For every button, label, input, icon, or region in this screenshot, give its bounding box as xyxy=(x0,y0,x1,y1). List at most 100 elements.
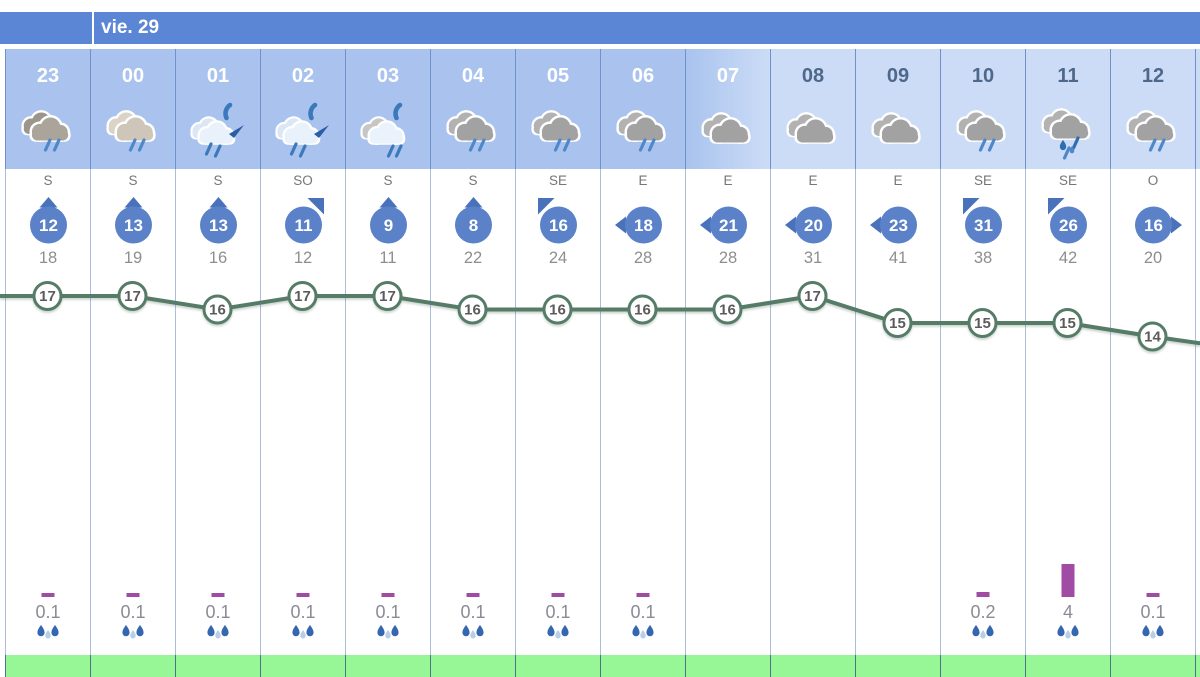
wind-arrow-icon: 13 xyxy=(200,197,237,244)
ground-strip-cell xyxy=(855,655,940,677)
wind-speed-badge: 18 xyxy=(601,191,685,249)
precip-drops xyxy=(176,623,260,649)
wind-speed-value: 12 xyxy=(39,216,58,235)
wind-gust-value: 11 xyxy=(379,249,397,267)
wind-direction-label: O xyxy=(1147,173,1159,188)
clouds-drizzle-icon xyxy=(601,95,685,167)
wind-direction-label: SO xyxy=(293,173,313,188)
hour-label: 11 xyxy=(1057,64,1079,87)
wind-arrow-icon: 11 xyxy=(285,198,324,244)
hour-column-header: 05 xyxy=(515,49,600,169)
wind-direction-label: S xyxy=(213,173,223,188)
precip-bar xyxy=(551,593,565,597)
rain-drops-icon xyxy=(462,625,484,639)
edge-body-cell xyxy=(1195,169,1200,655)
edge-band-cell xyxy=(1195,49,1200,169)
wind-direction-label: S xyxy=(383,173,393,188)
wind-speed-badge: 21 xyxy=(686,191,770,249)
wind-speed-value: 9 xyxy=(384,216,393,235)
wind-gust-value: 42 xyxy=(1058,249,1078,267)
hour-label: 00 xyxy=(121,64,145,87)
edge-ground-cell xyxy=(1195,655,1200,677)
ground-strip-cell xyxy=(1025,655,1110,677)
clouds-icon xyxy=(771,95,855,167)
hour-label: 08 xyxy=(801,64,825,87)
wind-arrow-icon: 9 xyxy=(370,197,407,244)
hour-label: 23 xyxy=(36,64,60,87)
wind-gust-value: 24 xyxy=(548,249,568,267)
wind-speed-badge: 8 xyxy=(431,191,515,249)
wind-gust-value: 41 xyxy=(888,249,908,267)
ground-strip-cell xyxy=(515,655,600,677)
rain-drops-icon xyxy=(122,625,144,639)
precip-bar xyxy=(211,593,225,597)
night-showers-wind-icon xyxy=(176,95,260,167)
wind-arrow-icon: 16 xyxy=(538,198,577,244)
ground-strip-cell xyxy=(175,655,260,677)
night-showers-wind-icon xyxy=(261,95,345,167)
precip-value: 0.1 xyxy=(120,602,146,622)
day-header-bar: vie. 29 xyxy=(0,12,1200,44)
wind-speed-badge: 12 xyxy=(6,191,90,249)
precip-value: 0.1 xyxy=(205,602,231,622)
wind-arrow-icon: 20 xyxy=(785,206,832,244)
hour-column-header: 06 xyxy=(600,49,685,169)
clouds-rain-beige-icon xyxy=(91,95,175,167)
hour-label: 06 xyxy=(631,64,655,87)
ground-strip xyxy=(5,655,1200,677)
wind-speed-badge: 23 xyxy=(856,191,940,249)
precip-drops xyxy=(91,623,175,649)
rain-drops-icon xyxy=(1142,625,1164,639)
top-margin xyxy=(0,0,1200,12)
wind-gust-value: 28 xyxy=(718,249,738,267)
wind-gust-value: 18 xyxy=(38,249,58,267)
precip-drops xyxy=(261,623,345,649)
wind-arrow-icon: 21 xyxy=(700,206,747,244)
hour-column-body: E 21 28 xyxy=(685,169,770,655)
wind-speed-value: 21 xyxy=(719,216,738,235)
wind-arrow-icon: 13 xyxy=(115,197,152,244)
precip-value: 0.1 xyxy=(35,602,61,622)
precip-drops xyxy=(516,623,600,649)
wind-speed-value: 18 xyxy=(634,216,653,235)
wind-speed-value: 13 xyxy=(209,216,228,235)
wind-arrow-icon: 23 xyxy=(870,206,917,244)
hour-label: 01 xyxy=(206,64,230,87)
precip-bar xyxy=(381,593,395,597)
hour-column-body: S 12 18 0.1 xyxy=(5,169,90,655)
hour-column-header: 07 xyxy=(685,49,770,169)
wind-arrow-icon: 26 xyxy=(1048,198,1087,244)
hour-column-body: S 9 11 0.1 xyxy=(345,169,430,655)
wind-speed-value: 20 xyxy=(804,216,823,235)
wind-direction-label: S xyxy=(43,173,53,188)
hour-column-body: S 13 19 0.1 xyxy=(90,169,175,655)
precip-value: 4 xyxy=(1062,602,1073,622)
wind-gust-value: 16 xyxy=(208,249,228,267)
wind-arrow-icon: 18 xyxy=(615,206,662,244)
ground-strip-cell xyxy=(345,655,430,677)
hour-column-body: S 13 16 0.1 xyxy=(175,169,260,655)
wind-arrow-icon: 31 xyxy=(963,198,1002,244)
wind-speed-value: 23 xyxy=(889,216,908,235)
precip-value: 0.1 xyxy=(460,602,486,622)
rain-drops-icon xyxy=(377,625,399,639)
precip-value: 0.1 xyxy=(290,602,316,622)
hour-column-body: SO 11 12 0.1 xyxy=(260,169,345,655)
wind-gust-value: 12 xyxy=(293,249,313,267)
wind-gust-value: 19 xyxy=(123,249,143,267)
day-label: vie. 29 xyxy=(101,17,160,38)
hour-column-body: E 18 28 0.1 xyxy=(600,169,685,655)
rain-drops-icon xyxy=(1057,625,1079,639)
hour-label: 04 xyxy=(461,64,485,87)
hour-column-header: 01 xyxy=(175,49,260,169)
wind-speed-badge: 11 xyxy=(261,191,345,249)
wind-direction-label: SE xyxy=(548,173,567,188)
ground-strip-cell xyxy=(600,655,685,677)
wind-direction-label: S xyxy=(468,173,478,188)
hour-column-header: 04 xyxy=(430,49,515,169)
wind-speed-value: 26 xyxy=(1059,216,1078,235)
hour-column-header: 12 xyxy=(1110,49,1195,169)
wind-speed-value: 16 xyxy=(1144,216,1163,235)
wind-direction-label: SE xyxy=(973,173,992,188)
rain-drops-icon xyxy=(207,625,229,639)
